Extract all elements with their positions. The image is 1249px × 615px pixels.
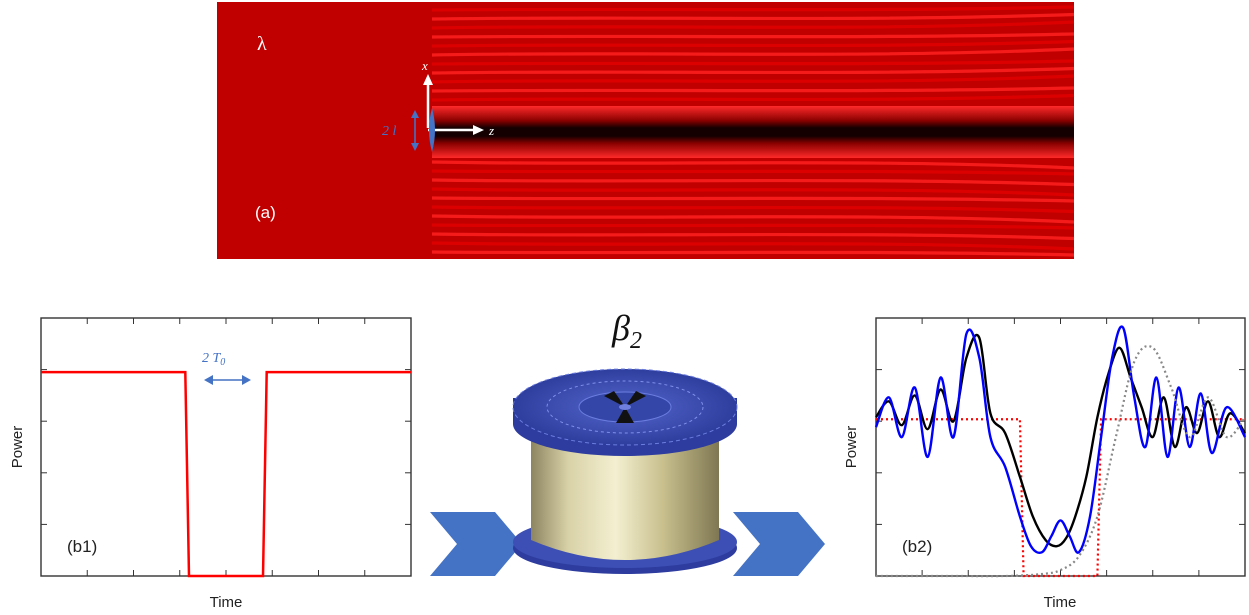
left-arrowhead-icon [204,375,213,385]
fiber-spool-icon [512,368,738,574]
fringe-band [431,39,1075,48]
slit-width-label: 2 l [382,124,397,139]
x-axis-arrowhead-icon [423,74,433,85]
fringe-band [431,32,1075,39]
fringe-band [431,12,1075,21]
fringe-band [431,214,1075,224]
chevron-right-icon-left [430,512,522,576]
fringe-band [431,196,1075,203]
fringe-band [431,47,1075,57]
b2-series-line-1 [875,333,1247,548]
fringe-band [431,169,1075,176]
fringe-band [431,241,1075,251]
b2-ylabel: Power [843,426,860,469]
fringe-band [431,178,1075,187]
b1-ylabel: Power [9,426,26,469]
fringe-band [431,66,1075,75]
dispersion-symbol: β [611,308,630,348]
b2-series-group [874,325,1247,578]
dark-channel [432,106,1074,158]
pulse-width-marker: 2 T0 [202,351,251,385]
fringe-band [431,223,1075,230]
svg-text:2 T0: 2 T0 [202,351,225,368]
fiber-section: β2 [430,308,825,576]
fringe-band [431,59,1075,66]
fringe-band [431,250,1075,257]
z-axis-arrowhead-icon [473,125,484,135]
fringe-band [431,74,1075,84]
svg-text:β2: β2 [611,308,642,354]
diffraction-fringes [431,5,1075,257]
b2-panel-label: (b2) [902,537,932,556]
fringe-band [431,5,1075,12]
z-axis-label: z [488,123,494,138]
right-arrowhead-icon [242,375,251,385]
slit-lens-icon [429,108,435,152]
fringe-band [431,20,1075,30]
pulse-width-subscript: 0 [220,357,225,368]
b2-series-line-3 [876,344,1246,578]
b1-panel-label: (b1) [67,537,97,556]
x-axis-label: x [421,58,428,73]
b1-xlabel: Time [210,594,243,611]
b1-series-line [41,370,411,578]
panel-a-label: (a) [255,203,276,222]
fringe-band [431,232,1075,241]
fringe-band [431,187,1075,197]
wavelength-symbol: λ [257,33,267,55]
panel-a-field-map: λ (a) x z 2 l [217,2,1075,259]
fringe-band [431,93,1075,102]
fringe-band [431,205,1075,214]
coordinate-axes: x z [421,58,494,138]
panel-b1-input-pulse: Power Time (b1) 2 T0 [9,317,412,611]
slit-width-marker: 2 l [382,108,435,152]
chevron-right-icon-right [733,512,825,576]
b2-xlabel: Time [1044,594,1077,611]
pulse-width-label: 2 T [202,351,222,366]
fringe-band [431,86,1075,93]
b2-series-line-2 [874,325,1247,554]
panel-b2-output-pulse: Power Time (b2) [843,317,1247,611]
dispersion-subscript: 2 [630,328,642,354]
b1-ticks [41,318,411,576]
fringe-band [431,160,1075,170]
